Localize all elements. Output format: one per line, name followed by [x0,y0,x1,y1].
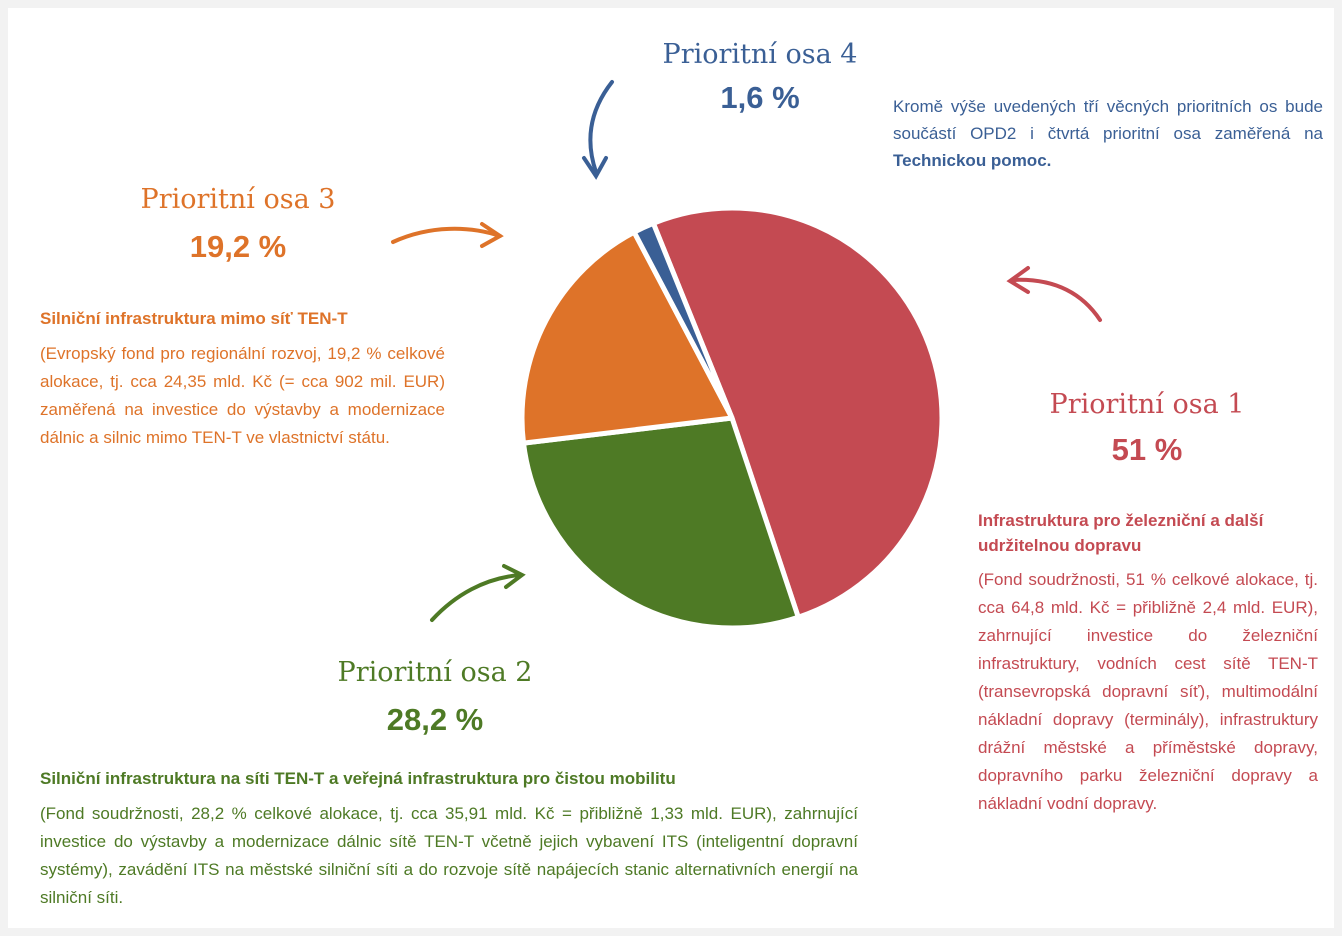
arrow [588,80,614,174]
note-bold: Technickou pomoc. [893,151,1052,170]
detail-text: (Fond soudržnosti, 28,2 % celkové alokac… [40,804,858,907]
value-label: 28,2 % [386,702,484,737]
detail-heading: Silniční infrastruktura na síti TEN-T a … [40,769,676,788]
value-label: 1,6 % [720,80,800,115]
arrow [391,226,502,244]
category-label: Prioritní osa 1 [1049,389,1245,420]
pie-slice [631,220,735,421]
arrow-head [480,222,504,248]
arrow-head [502,564,526,589]
pie-slice [519,229,735,446]
value-label: 19,2 % [189,229,287,264]
category-label: Prioritní osa 2 [337,657,533,688]
arrow-head [1006,266,1030,294]
note: Kromě výše uvedených tří věcných priorit… [893,93,1323,174]
value-label: 51 % [1111,432,1183,467]
detail-text: (Fond soudržnosti, 51 % celkové alokace,… [978,570,1318,813]
pie-slice [650,205,945,620]
category-label: Prioritní osa 3 [140,184,336,215]
category-label: Prioritní osa 4 [662,39,858,70]
detail-heading: Silniční infrastruktura mimo síť TEN-T [40,309,348,328]
pie-slice [521,415,801,631]
arrow [1010,277,1102,322]
detail-text: (Evropský fond pro regionální rozvoj, 19… [40,344,445,447]
arrow-head [582,156,608,180]
arrow [430,573,522,622]
arrows [391,80,1102,622]
detail-heading: Infrastruktura pro železniční a další ud… [978,511,1264,555]
note-text: Kromě výše uvedených tří věcných priorit… [893,97,1323,143]
